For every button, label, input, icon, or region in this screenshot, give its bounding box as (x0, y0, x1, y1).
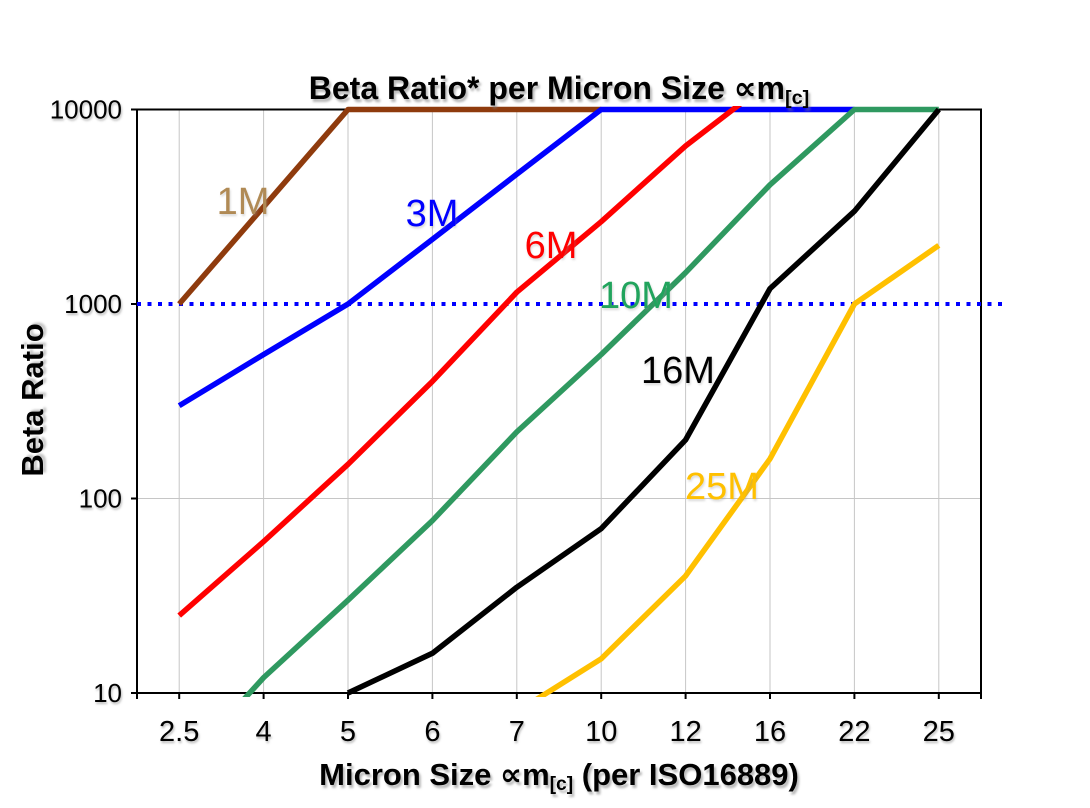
series-labels: 1M 3M 6M 10M 16M 25M (217, 181, 759, 508)
x-axis-title-suffix: (per ISO16889) (573, 757, 799, 792)
series-label-10M: 10M (599, 275, 673, 317)
x-tick-label-6: 6 (424, 716, 440, 748)
x-tick-label-25: 25 (923, 716, 955, 748)
y-tick-marks (131, 108, 137, 694)
x-tick-label-7: 7 (509, 716, 525, 748)
y-tick-label-100: 100 (79, 484, 122, 514)
x-tick-label-22: 22 (838, 716, 870, 748)
x-tick-label-16: 16 (754, 716, 786, 748)
series-label-1M: 1M (217, 181, 270, 223)
series-label-3M: 3M (406, 193, 459, 235)
x-tick-marks (136, 693, 982, 699)
x-tick-labels: 2.5 4 5 6 7 10 12 16 22 25 (159, 716, 955, 748)
series-line-6M (177, 106, 743, 618)
y-tick-label-10: 10 (93, 678, 122, 708)
vertical-gridlines (178, 109, 940, 693)
x-tick-label-5: 5 (340, 716, 356, 748)
series-line-10M (242, 106, 939, 697)
series-label-6M: 6M (525, 225, 578, 267)
chart-title-text: Beta Ratio* per Micron Size ∝m (308, 70, 785, 106)
series-line-16M (346, 107, 941, 696)
series-label-25M: 25M (685, 466, 759, 508)
series-line-3M (177, 106, 855, 409)
y-tick-label-10000: 10000 (50, 95, 122, 125)
series-line-1M (177, 106, 602, 306)
x-axis-title: Micron Size ∝m[c] (per ISO16889) (137, 757, 981, 796)
x-tick-label-10: 10 (585, 716, 617, 748)
x-tick-label-4: 4 (256, 716, 272, 748)
series-line-25M (535, 243, 941, 697)
x-axis-title-text: Micron Size ∝m (319, 757, 550, 792)
y-axis-title: Beta Ratio (15, 323, 50, 477)
series-lines (177, 106, 941, 697)
y-tick-label-1000: 1000 (64, 289, 122, 319)
x-tick-label-2.5: 2.5 (159, 716, 199, 748)
x-axis-title-subscript: [c] (549, 773, 574, 795)
x-tick-label-12: 12 (669, 716, 701, 748)
series-label-16M: 16M (641, 350, 715, 392)
chart-title: Beta Ratio* per Micron Size ∝m[c] (137, 69, 981, 110)
y-tick-labels: 10000 1000 100 10 (50, 95, 122, 709)
chart-title-subscript: [c] (784, 86, 810, 109)
